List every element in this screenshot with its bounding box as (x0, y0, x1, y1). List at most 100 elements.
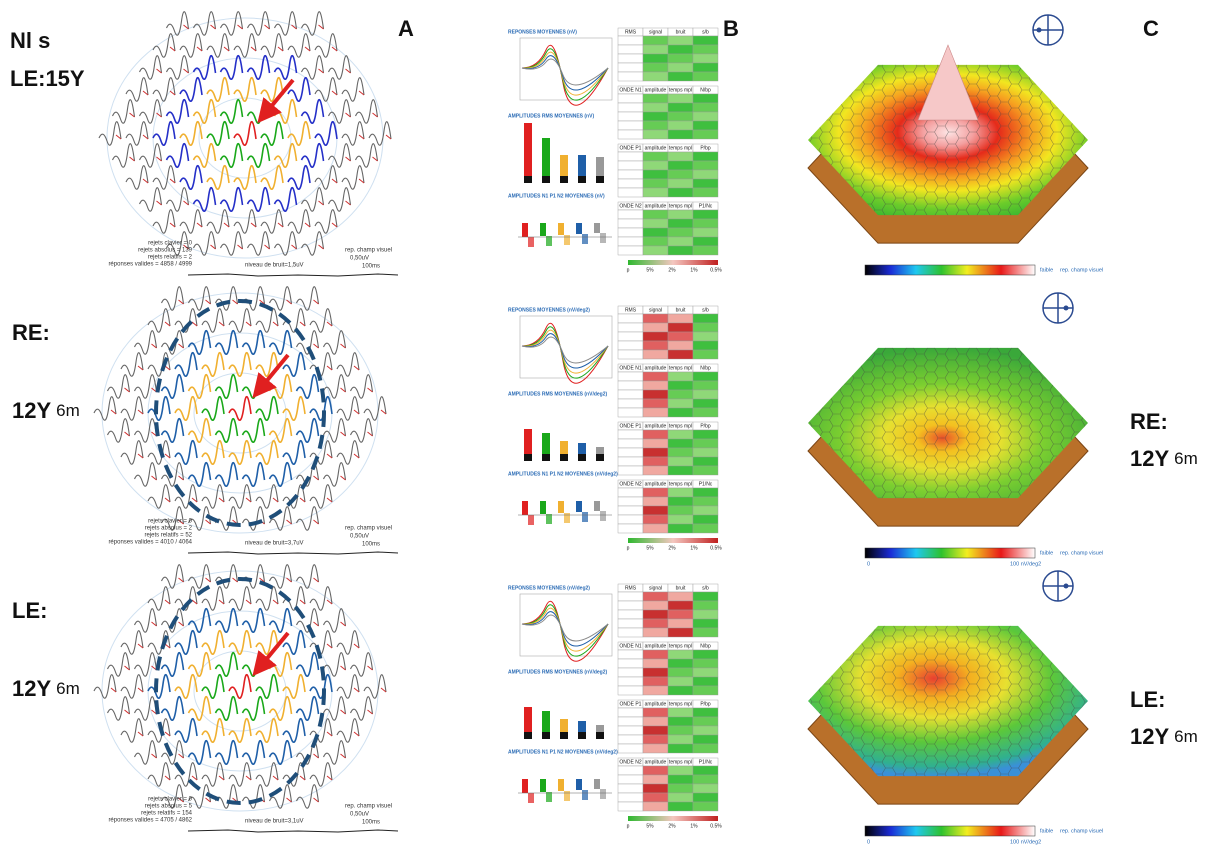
table-cell (618, 775, 643, 784)
trace (180, 78, 202, 102)
colorbar-min: 0 (867, 839, 870, 845)
table-cell (693, 466, 718, 475)
table-cell (618, 515, 643, 524)
trace (329, 188, 351, 212)
field-ring (194, 651, 286, 731)
table-cell (618, 717, 643, 726)
noise-trace (188, 552, 398, 554)
trace (229, 485, 251, 509)
reject-stat: rejets relatifs = 2 (148, 255, 193, 261)
table-cell (618, 686, 643, 695)
p-scale-label: 1% (690, 823, 698, 829)
table-header: temps mpl (669, 145, 692, 151)
table-cell (618, 726, 643, 735)
trace (189, 697, 211, 721)
age-years: 12Y (1130, 446, 1169, 471)
table-cell (643, 152, 668, 161)
table-cell (643, 708, 668, 717)
n1p1-bar (558, 223, 564, 235)
rms-bar-base (542, 176, 550, 183)
table-cell (643, 668, 668, 677)
scale-title: rep. champ visuel (345, 804, 392, 810)
table-cell (643, 103, 668, 112)
table-cell (618, 448, 643, 457)
n1p1-bar (546, 514, 552, 524)
trace (207, 166, 229, 190)
trace (121, 397, 143, 421)
table-cell (668, 619, 693, 628)
table-cell (668, 54, 693, 63)
table-header: signal (649, 585, 662, 591)
trace (216, 741, 238, 765)
table-header: signal (649, 307, 662, 313)
table-cell (668, 448, 693, 457)
n1p1-bar (540, 501, 546, 514)
table-cell (668, 381, 693, 390)
n1p1-bar (522, 779, 528, 793)
trace (94, 397, 116, 421)
table-cell (618, 350, 643, 359)
noise-level: niveau de bruit=3,1uV (245, 819, 304, 825)
table-cell (693, 103, 718, 112)
reject-stat: réponses valides = 4010 / 4064 (108, 540, 192, 546)
age-label-right: 12Y6m (1130, 724, 1198, 749)
trace (302, 56, 324, 80)
table-cell (643, 659, 668, 668)
n1p1-bar (522, 501, 528, 515)
table-cell (693, 228, 718, 237)
trace (126, 166, 148, 190)
scale-amp: 0,50uV (350, 256, 369, 262)
trace (175, 631, 197, 655)
scale-amp: 0,50uV (350, 812, 369, 818)
trace (121, 719, 143, 743)
b-heading: REPONSES MOYENNES (nV/deg2) (508, 585, 590, 591)
table-cell (618, 610, 643, 619)
table-cell (693, 430, 718, 439)
trace (288, 210, 310, 234)
trace (175, 441, 197, 465)
table-cell (618, 54, 643, 63)
trace (162, 653, 184, 677)
trace (167, 12, 189, 36)
n1p1-bar (582, 512, 588, 522)
table-cell (618, 650, 643, 659)
age-years: 12Y (12, 676, 51, 701)
colorbar (865, 826, 1035, 836)
trace (180, 210, 202, 234)
trace (202, 353, 224, 377)
trace (302, 232, 324, 256)
table-cell (693, 63, 718, 72)
n1p1-bar (558, 501, 564, 513)
table-cell (618, 130, 643, 139)
rms-bar-base (524, 454, 532, 461)
table-cell (643, 726, 668, 735)
table-cell (668, 677, 693, 686)
p-scale-label: 0.5% (710, 545, 722, 551)
rms-bar-base (560, 732, 568, 739)
table-header: amplitude (645, 481, 667, 487)
table-cell (643, 784, 668, 793)
trace (153, 122, 175, 146)
trace (256, 441, 278, 465)
table-cell (693, 341, 718, 350)
trace (329, 56, 351, 80)
trace (297, 653, 319, 677)
trace (229, 763, 251, 787)
table-header: temps mpl (669, 87, 692, 93)
trace (297, 287, 319, 311)
trace (337, 441, 359, 465)
trace (302, 188, 324, 212)
trace (162, 419, 184, 443)
trace (202, 631, 224, 655)
colorbar-min: 0 (867, 561, 870, 567)
table-cell (693, 488, 718, 497)
trace (194, 144, 216, 168)
table-cell (668, 188, 693, 197)
trace (256, 309, 278, 333)
table-header: ONDE P1 (620, 145, 642, 151)
trace (297, 565, 319, 589)
table-cell (693, 515, 718, 524)
table-cell (643, 112, 668, 121)
trace (297, 697, 319, 721)
table-cell (618, 439, 643, 448)
